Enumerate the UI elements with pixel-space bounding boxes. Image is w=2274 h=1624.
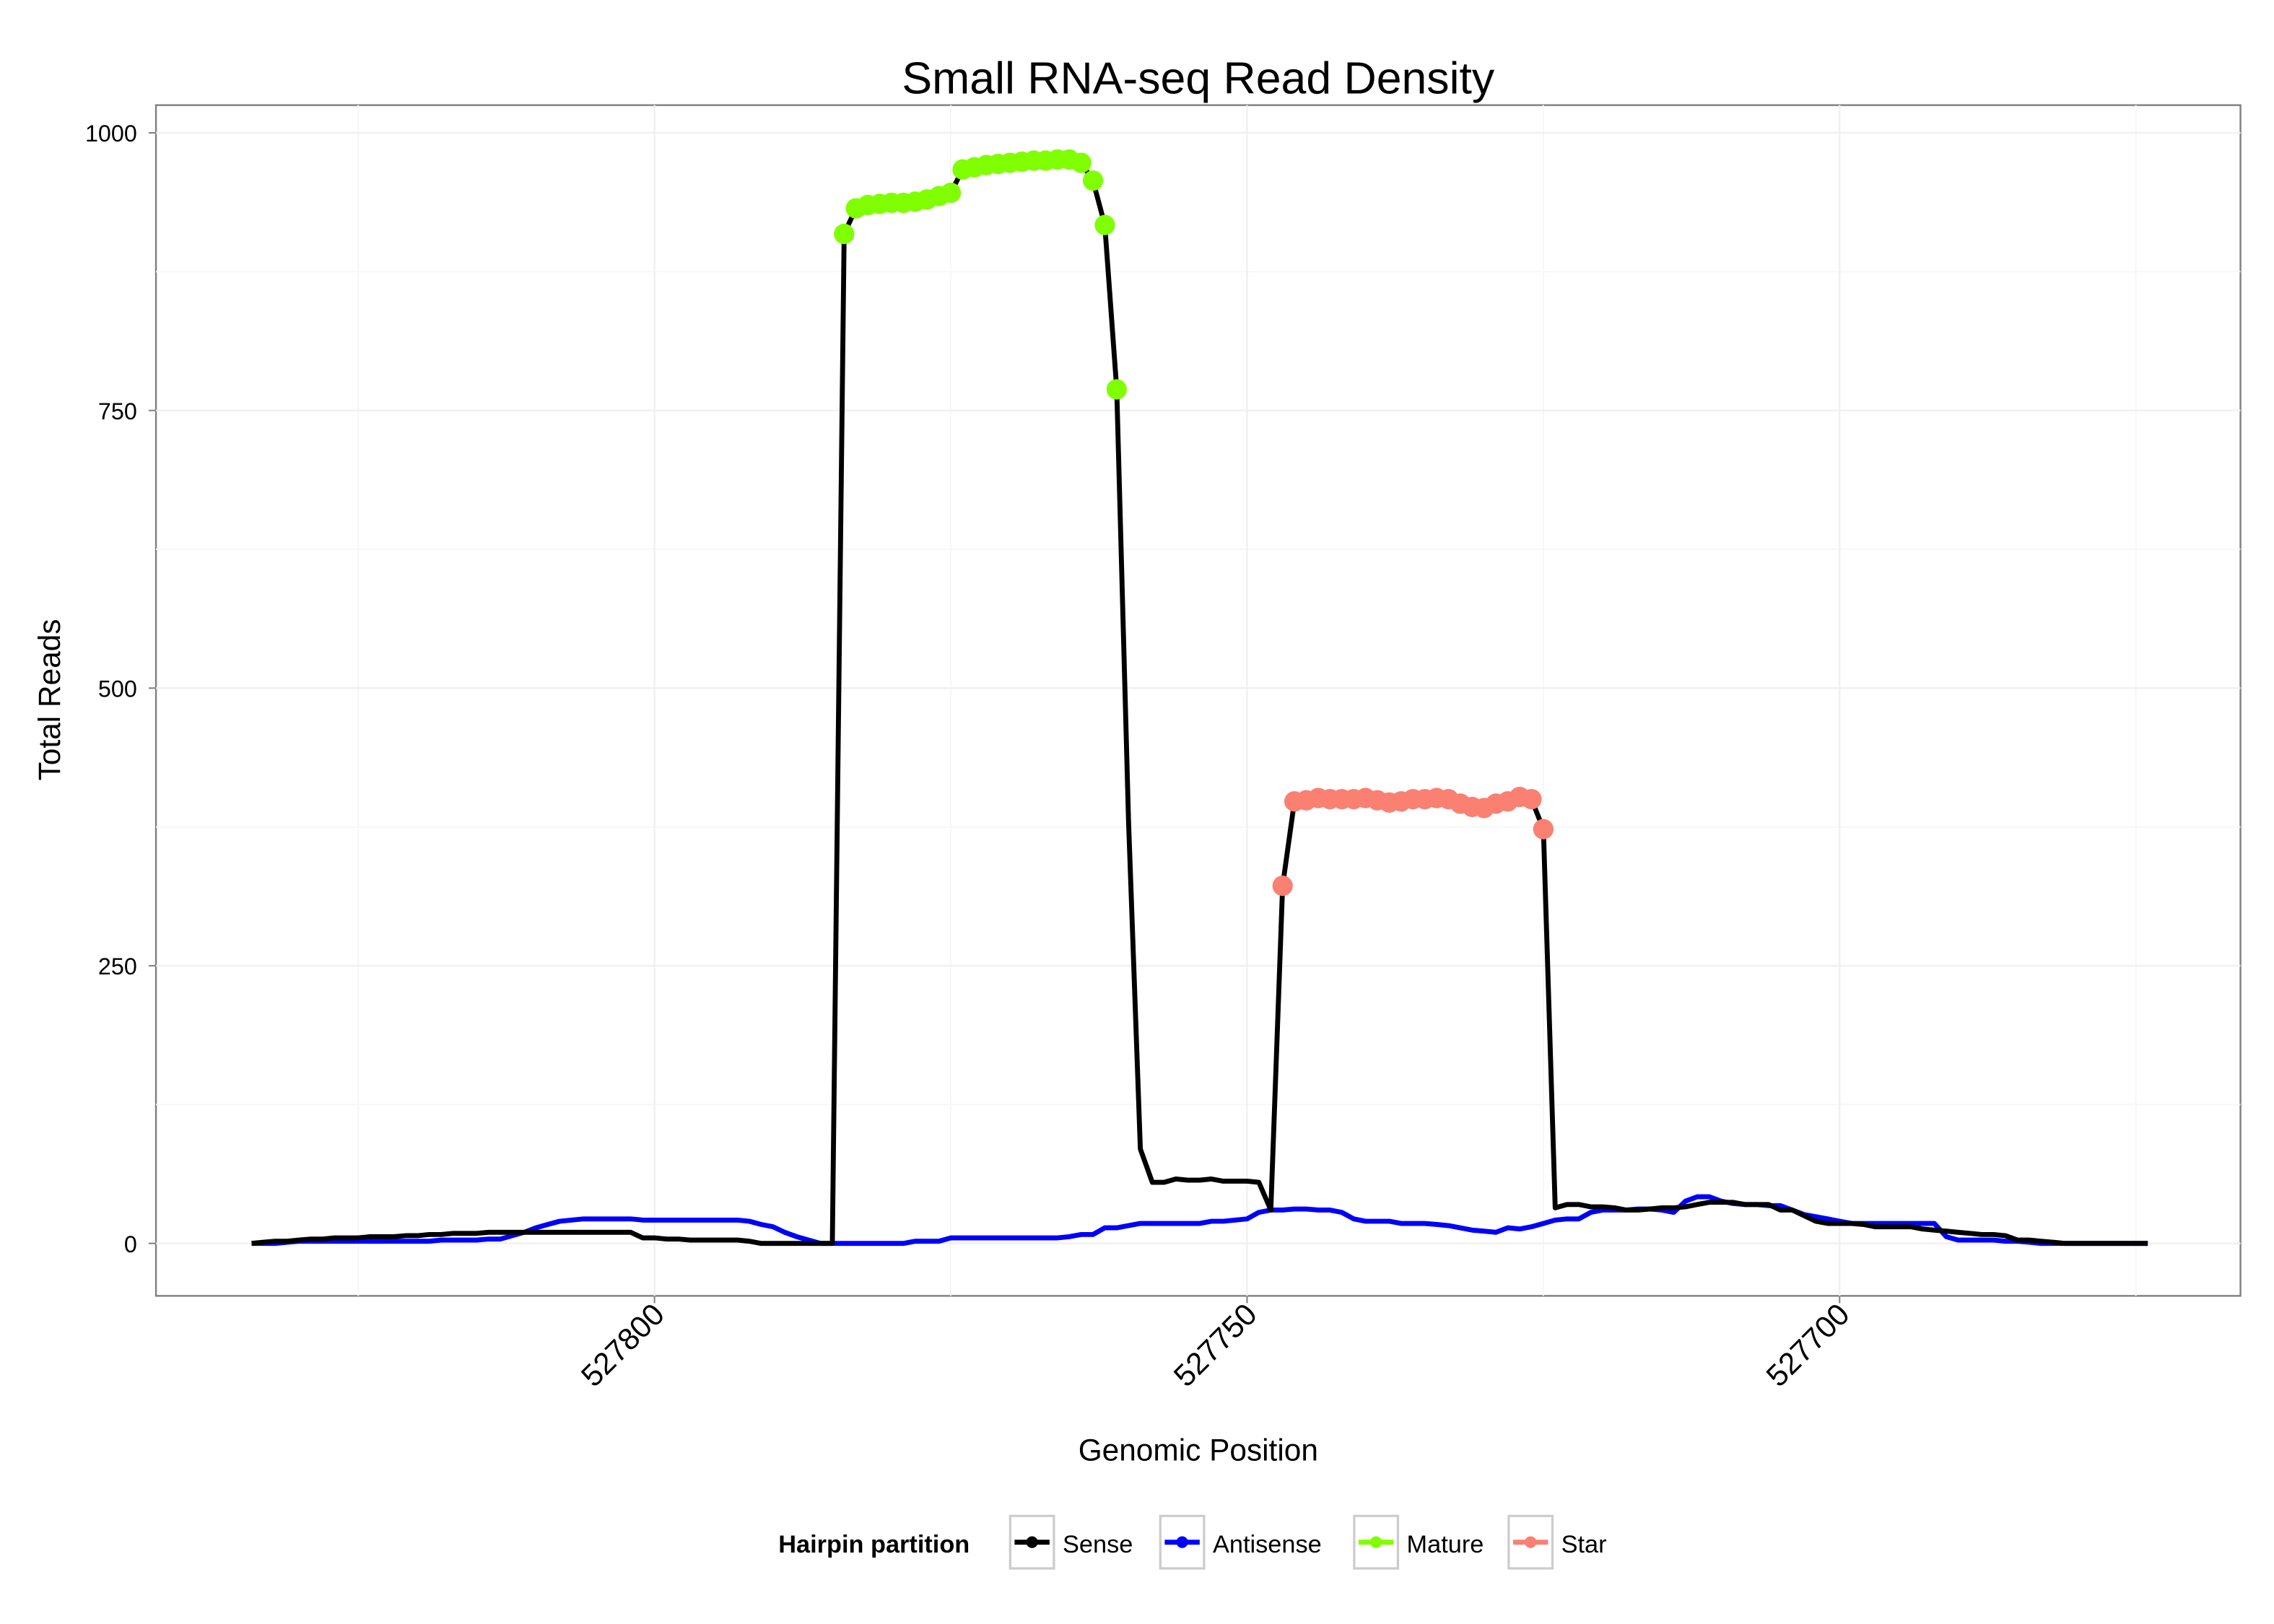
x-tick-label: 527700 (1760, 1297, 1856, 1393)
x-axis-label: Genomic Position (1079, 1433, 1318, 1467)
legend-label-mature: Mature (1407, 1531, 1484, 1558)
series-layer (251, 157, 2148, 1247)
legend: Hairpin partition Sense Antisense Mature St… (778, 1514, 1607, 1570)
legend-key-point (1370, 1536, 1382, 1548)
mature-point (940, 182, 962, 204)
y-tick-label: 750 (98, 398, 137, 424)
series-line-sense (251, 157, 2148, 1247)
y-tick-label: 1000 (85, 121, 137, 147)
mature-point (834, 223, 855, 245)
legend-key-point (1525, 1536, 1537, 1548)
x-tick-label: 527750 (1167, 1297, 1263, 1393)
plot-panel (154, 104, 2242, 1297)
mature-point (1071, 152, 1092, 173)
y-tick-label: 500 (98, 676, 137, 702)
gridlines (156, 105, 2241, 1296)
y-axis-label: Total Reads (32, 619, 66, 781)
y-tick-label: 0 (124, 1231, 137, 1257)
star-point (1533, 818, 1554, 839)
points-layer (834, 149, 1554, 896)
star-point (1521, 789, 1542, 810)
legend-label-antisense: Antisense (1213, 1531, 1322, 1558)
mature-point (1082, 170, 1104, 191)
y-tick-label: 250 (98, 953, 137, 979)
legend-key-point (1176, 1536, 1188, 1548)
star-point (1272, 876, 1293, 896)
chart-title: Small RNA-seq Read Density (902, 53, 1494, 104)
mature-point (1094, 214, 1115, 235)
x-tick-label: 527800 (575, 1297, 671, 1393)
mature-point (1106, 379, 1128, 400)
legend-key-point (1026, 1536, 1038, 1548)
legend-title: Hairpin partition (778, 1531, 970, 1558)
legend-label-star: Star (1561, 1531, 1607, 1558)
x-axis: 527800 527750 527700 (575, 1296, 1856, 1393)
y-axis: 0 250 500 750 1000 (85, 121, 157, 1257)
legend-label-sense: Sense (1063, 1531, 1133, 1558)
series-line-antisense (251, 1194, 2148, 1247)
